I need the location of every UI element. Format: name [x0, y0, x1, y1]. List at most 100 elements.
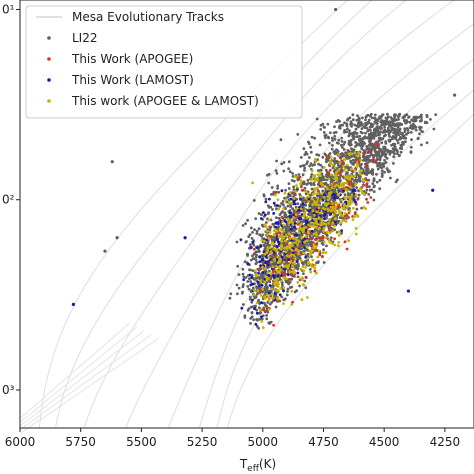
data-point — [312, 232, 316, 236]
x-tick-label: 6000 — [5, 435, 36, 449]
data-point — [315, 222, 319, 226]
data-point — [372, 190, 376, 194]
data-point — [353, 212, 357, 216]
data-point — [305, 239, 309, 243]
track-line — [19, 323, 130, 419]
data-point — [367, 118, 371, 122]
data-point — [310, 173, 314, 176]
data-point — [267, 172, 271, 176]
data-point — [379, 130, 382, 134]
data-point — [315, 271, 318, 275]
data-point — [352, 198, 356, 202]
data-point — [275, 207, 278, 211]
data-point — [297, 249, 301, 253]
data-point — [345, 163, 349, 167]
data-point — [258, 267, 262, 271]
data-point — [380, 119, 383, 122]
data-point — [279, 287, 282, 290]
data-point — [290, 285, 294, 289]
data-point — [288, 236, 292, 240]
data-point — [325, 244, 328, 248]
data-point — [260, 283, 264, 287]
data-point — [303, 153, 307, 157]
data-point — [296, 243, 299, 247]
data-point — [265, 261, 269, 264]
data-point — [284, 229, 288, 233]
data-point — [351, 215, 354, 218]
data-point — [266, 310, 270, 314]
data-point — [279, 247, 283, 251]
data-point — [342, 165, 345, 168]
data-point — [351, 133, 355, 137]
data-point — [339, 221, 343, 225]
data-point — [391, 123, 394, 127]
data-point — [259, 308, 262, 312]
legend-box — [25, 5, 303, 119]
data-point — [246, 285, 250, 288]
data-point — [290, 290, 294, 293]
data-point — [302, 251, 305, 255]
data-point — [452, 93, 457, 97]
data-point — [357, 193, 361, 197]
data-point — [267, 212, 270, 216]
data-point — [273, 234, 277, 237]
data-point — [337, 185, 341, 189]
data-point — [387, 128, 390, 132]
data-point — [301, 173, 305, 177]
data-point — [380, 126, 384, 130]
data-point — [340, 231, 343, 235]
data-point — [380, 175, 384, 179]
data-point — [375, 172, 378, 176]
data-point — [336, 196, 339, 200]
data-point — [321, 155, 325, 159]
data-point — [241, 224, 245, 227]
data-point — [262, 239, 266, 243]
data-point — [262, 211, 265, 214]
y-tick-label: 0¹ — [2, 3, 15, 17]
legend-dot-marker — [47, 36, 51, 40]
data-point — [330, 186, 334, 190]
track-line — [226, 113, 474, 429]
data-point — [285, 247, 289, 250]
data-point — [282, 302, 285, 305]
data-point — [320, 223, 323, 227]
data-point — [301, 202, 305, 206]
data-point — [377, 117, 381, 121]
data-point — [365, 178, 369, 182]
data-point — [274, 225, 278, 229]
data-point — [286, 217, 290, 221]
data-point — [393, 145, 397, 149]
data-point — [357, 116, 361, 120]
data-point — [418, 125, 421, 129]
data-point — [393, 114, 396, 117]
data-point — [344, 220, 348, 223]
y-tick-label: 0² — [2, 193, 15, 207]
data-point — [349, 152, 353, 156]
data-point — [344, 188, 348, 191]
data-point — [383, 147, 387, 151]
data-point — [383, 126, 387, 129]
data-point — [431, 188, 435, 192]
data-point — [316, 261, 320, 264]
data-point — [293, 236, 297, 240]
data-point — [300, 276, 304, 280]
data-point — [319, 171, 322, 174]
data-point — [321, 251, 325, 255]
data-point — [308, 268, 312, 271]
data-point — [369, 122, 373, 126]
data-point — [380, 163, 384, 167]
data-point — [332, 199, 336, 203]
data-point — [277, 260, 281, 264]
data-point — [258, 255, 262, 259]
data-point — [257, 276, 261, 279]
data-point — [285, 200, 289, 204]
data-point — [376, 153, 380, 157]
data-point — [285, 277, 288, 281]
data-point — [267, 291, 271, 295]
data-point — [316, 173, 320, 177]
data-point — [354, 232, 358, 236]
data-point — [348, 181, 351, 185]
data-point — [419, 113, 423, 117]
data-point — [388, 152, 392, 156]
data-point — [334, 7, 338, 12]
